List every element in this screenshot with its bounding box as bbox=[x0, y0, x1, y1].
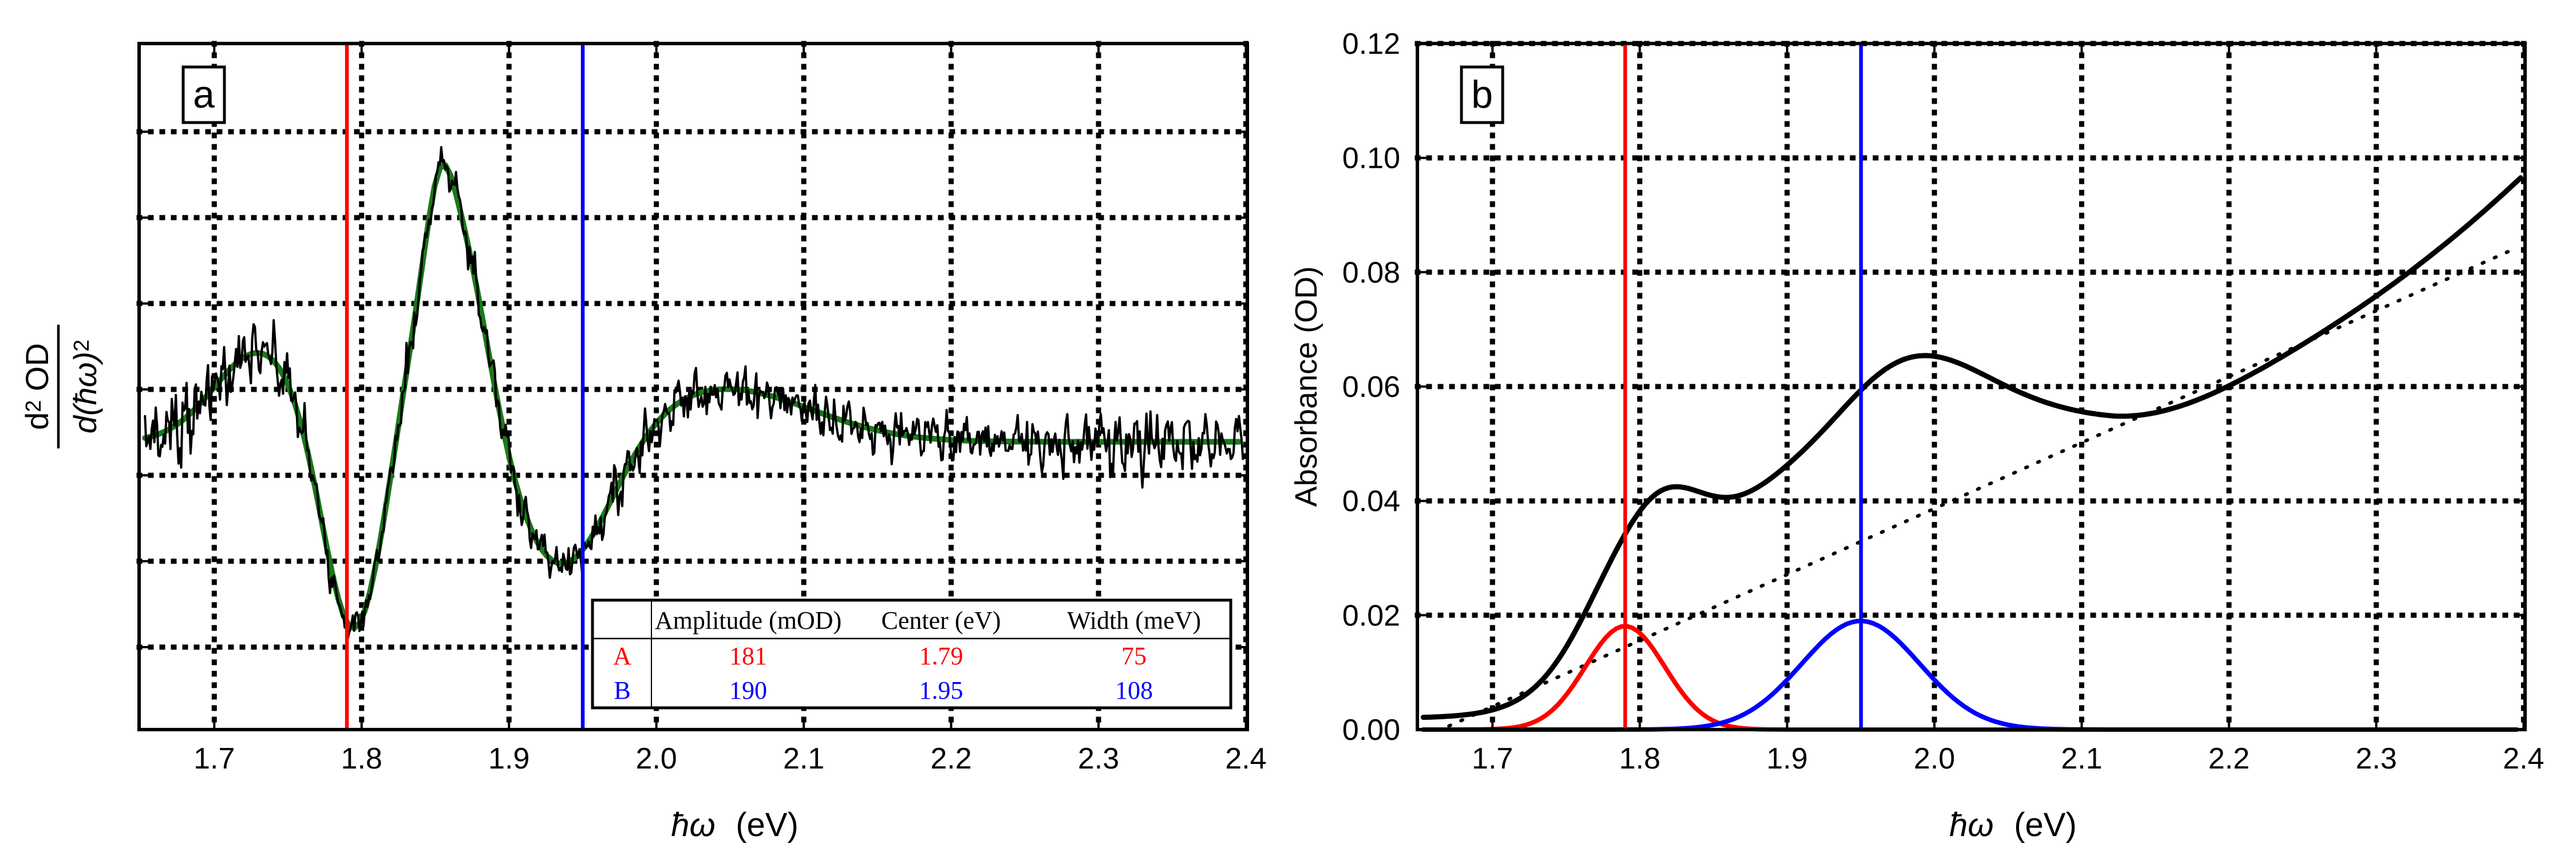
svg-text:0.12: 0.12 bbox=[1342, 27, 1400, 61]
svg-text:1.9: 1.9 bbox=[1767, 742, 1808, 775]
svg-text:ħω: ħω bbox=[1949, 806, 1993, 844]
svg-text:Center (eV): Center (eV) bbox=[882, 606, 1001, 635]
svg-text:Width (meV): Width (meV) bbox=[1067, 606, 1201, 635]
svg-text:b: b bbox=[1471, 73, 1493, 116]
svg-text:1.8: 1.8 bbox=[1619, 742, 1660, 775]
svg-text:(eV): (eV) bbox=[2014, 806, 2077, 844]
svg-text:108: 108 bbox=[1115, 676, 1153, 704]
svg-text:(eV): (eV) bbox=[736, 806, 799, 844]
svg-text:0.04: 0.04 bbox=[1342, 485, 1400, 518]
svg-text:2.1: 2.1 bbox=[2061, 742, 2102, 775]
svg-text:1.9: 1.9 bbox=[488, 742, 530, 775]
svg-text:2.0: 2.0 bbox=[635, 742, 677, 775]
svg-text:1.95: 1.95 bbox=[919, 676, 963, 704]
svg-text:190: 190 bbox=[729, 676, 767, 704]
svg-text:A: A bbox=[613, 642, 631, 670]
svg-text:75: 75 bbox=[1121, 642, 1147, 670]
svg-text:d2 OD: d2 OD bbox=[19, 343, 55, 430]
svg-text:2.4: 2.4 bbox=[1225, 742, 1266, 775]
svg-text:2.3: 2.3 bbox=[1078, 742, 1119, 775]
svg-text:0.10: 0.10 bbox=[1342, 142, 1400, 175]
svg-text:Amplitude (mOD): Amplitude (mOD) bbox=[655, 606, 841, 635]
svg-text:1.79: 1.79 bbox=[919, 642, 963, 670]
svg-text:B: B bbox=[614, 676, 630, 704]
svg-text:181: 181 bbox=[729, 642, 767, 670]
svg-text:1.8: 1.8 bbox=[341, 742, 382, 775]
svg-text:1.7: 1.7 bbox=[1472, 742, 1513, 775]
svg-text:1.7: 1.7 bbox=[193, 742, 235, 775]
svg-text:2.3: 2.3 bbox=[2356, 742, 2397, 775]
svg-text:0.00: 0.00 bbox=[1342, 714, 1400, 747]
svg-text:Absorbance (OD): Absorbance (OD) bbox=[1289, 266, 1323, 507]
svg-text:0.06: 0.06 bbox=[1342, 371, 1400, 404]
svg-text:d(ħω)2: d(ħω)2 bbox=[67, 340, 103, 434]
svg-text:2.2: 2.2 bbox=[930, 742, 971, 775]
svg-text:2.0: 2.0 bbox=[1914, 742, 1955, 775]
svg-text:2.4: 2.4 bbox=[2503, 742, 2544, 775]
svg-text:2.2: 2.2 bbox=[2208, 742, 2250, 775]
svg-text:0.08: 0.08 bbox=[1342, 256, 1400, 289]
svg-text:a: a bbox=[193, 73, 215, 116]
svg-text:0.02: 0.02 bbox=[1342, 599, 1400, 632]
svg-text:ħω: ħω bbox=[671, 806, 715, 844]
svg-text:2.1: 2.1 bbox=[783, 742, 824, 775]
